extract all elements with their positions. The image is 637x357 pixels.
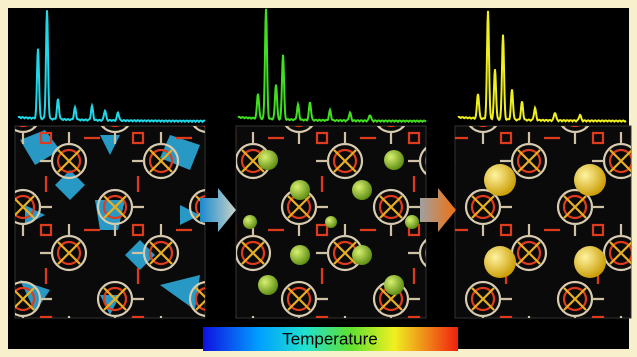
framework xyxy=(455,126,631,318)
green-spheres xyxy=(243,215,257,229)
panel-mid-temperature xyxy=(236,126,426,318)
green-spheres xyxy=(352,180,372,200)
panel-high-temperature xyxy=(455,126,631,318)
yellow-spheres xyxy=(574,246,606,278)
structure-panels xyxy=(15,126,631,318)
green-spheres xyxy=(405,215,419,229)
figure: Temperature xyxy=(0,0,637,357)
yellow-spheres xyxy=(484,246,516,278)
yellow-spheres xyxy=(484,164,516,196)
green-spheres xyxy=(384,275,404,295)
green-spheres xyxy=(384,150,404,170)
framework xyxy=(15,126,205,318)
green-spheres xyxy=(258,150,278,170)
green-spheres xyxy=(290,180,310,200)
green-spheres xyxy=(352,245,372,265)
yellow-spheres xyxy=(574,164,606,196)
colorbar: Temperature xyxy=(203,327,458,351)
page: Temperature (() => { const data = JSON.p… xyxy=(0,0,637,357)
green-spheres xyxy=(325,216,337,228)
colorbar-label: Temperature xyxy=(282,329,377,348)
panel-low-temperature xyxy=(15,126,205,318)
green-spheres xyxy=(290,245,310,265)
green-spheres xyxy=(258,275,278,295)
